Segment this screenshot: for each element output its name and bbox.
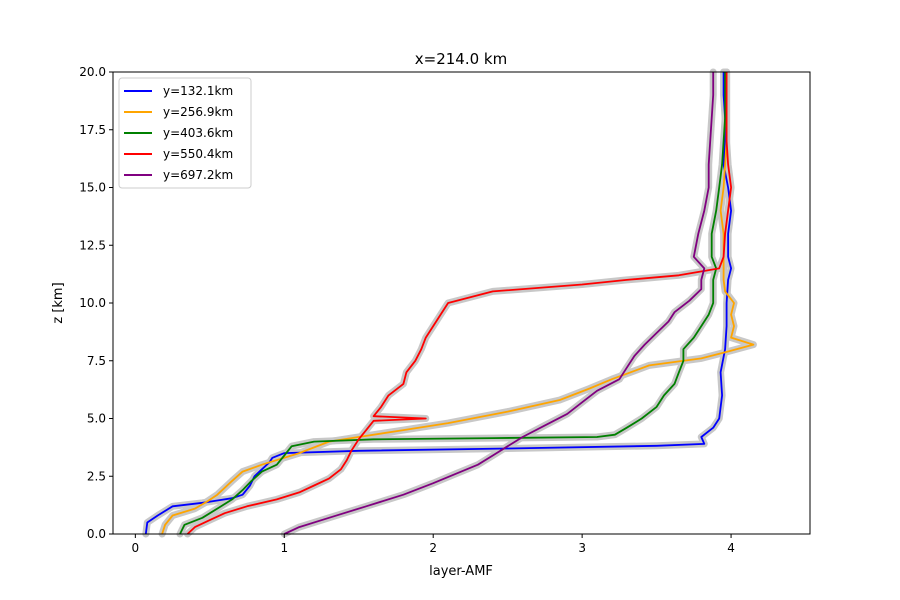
y-tick-label: 7.5 — [87, 354, 106, 368]
y-axis-label: z [km] — [51, 282, 66, 323]
series-line — [161, 72, 755, 535]
legend-entry-label: y=403.6km — [163, 126, 233, 140]
legend-entry-label: y=132.1km — [163, 84, 233, 98]
y-axis: 0.0 2.5 5.0 7.5 10.0 12.5 15.0 17.5 20.0 — [79, 65, 113, 541]
x-tick-label: 2 — [429, 541, 437, 555]
series-lines — [144, 72, 755, 535]
x-tick-label: 4 — [727, 541, 735, 555]
y-tick-label: 2.5 — [87, 469, 106, 483]
x-tick-label: 3 — [578, 541, 586, 555]
series-line — [283, 72, 715, 535]
x-tick-label: 0 — [132, 541, 140, 555]
x-axis-label: layer-AMF — [429, 564, 493, 579]
y-tick-label: 15.0 — [79, 181, 106, 195]
y-tick-label: 5.0 — [87, 412, 106, 426]
legend-box — [118, 77, 252, 189]
series-line — [179, 72, 726, 535]
x-axis: 0 1 2 3 4 — [132, 534, 735, 555]
y-tick-label: 10.0 — [79, 296, 106, 310]
chart-title: x=214.0 km — [415, 50, 507, 68]
x-tick-label: 1 — [280, 541, 288, 555]
series-line — [186, 72, 732, 535]
y-tick-label: 20.0 — [79, 65, 106, 79]
y-tick-label: 0.0 — [87, 527, 106, 541]
legend-entry-label: y=550.4km — [163, 147, 233, 161]
y-tick-label: 17.5 — [79, 123, 106, 137]
legend-entry-label: y=256.9km — [163, 105, 233, 119]
legend: y=132.1km y=256.9km y=403.6km y=550.4km y=69… — [118, 77, 252, 189]
series-band — [280, 68, 717, 538]
y-tick-label: 12.5 — [79, 238, 106, 252]
legend-entry-label: y=697.2km — [163, 168, 233, 182]
